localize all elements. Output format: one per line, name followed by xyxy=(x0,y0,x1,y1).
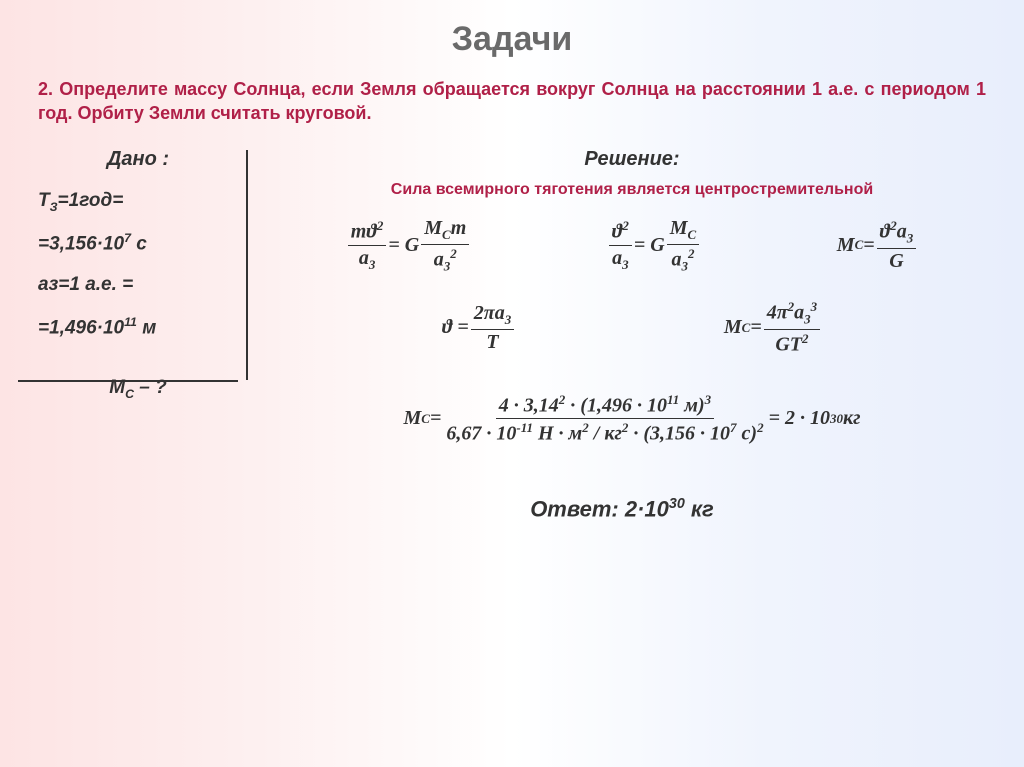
c-resr: кг xyxy=(843,407,861,430)
e4-num: 2πa xyxy=(474,302,505,324)
e1-num: mϑ xyxy=(351,221,377,243)
t-sec: =3,156·10 xyxy=(38,234,124,255)
a-m-unit: м xyxy=(137,317,156,338)
e3-lhss: C xyxy=(855,237,864,253)
e3-num: ϑ xyxy=(880,221,891,243)
c-dr2: с) xyxy=(737,423,758,445)
c-dm: Н · м xyxy=(533,423,582,445)
t-val: =1год= xyxy=(58,190,124,211)
e5-densup: 2 xyxy=(802,331,809,346)
e1-eq: = G xyxy=(388,234,419,257)
eq-2: ϑ2a3 = G MCa32 xyxy=(607,217,701,275)
e1-den: a xyxy=(359,247,369,269)
e4-nums: 3 xyxy=(505,312,512,327)
equation-row-2: ϑ = 2πa3T MC = 4π2a33GT2 xyxy=(278,299,986,356)
e1-n2s: C xyxy=(442,227,451,242)
problem-statement: 2. Определите массу Солнца, если Земля о… xyxy=(0,77,1024,148)
eq-5: MC = 4π2a33GT2 xyxy=(724,299,822,356)
t-sec-unit: с xyxy=(131,234,147,255)
e2-num: ϑ xyxy=(612,221,623,243)
mc-sub: С xyxy=(125,387,134,401)
e1-n2r: m xyxy=(451,217,467,239)
e2-d2p: 2 xyxy=(688,246,695,261)
c-den: 6,67 · 10 xyxy=(446,423,516,445)
calculation: MC = 4 · 3,14 2 · (1,496 · 1011 м)3 6,67 … xyxy=(278,392,986,446)
e5-eq: = xyxy=(750,316,761,339)
e3-eq: = xyxy=(863,234,874,257)
eq-4: ϑ = 2πa3T xyxy=(442,302,516,354)
e3-nrs: 3 xyxy=(907,231,914,246)
e1-n2: M xyxy=(424,217,442,239)
solution-label: Решение: xyxy=(278,148,986,171)
e5-lhss: C xyxy=(742,320,751,336)
t-symbol: T xyxy=(38,190,50,211)
e5-den: GT xyxy=(775,334,802,356)
e2-n2s: C xyxy=(688,227,697,242)
c-dm2: / кг xyxy=(589,423,622,445)
ans-sup: 30 xyxy=(669,496,685,512)
ans-rest: кг xyxy=(685,496,714,521)
e2-d2: a xyxy=(671,248,681,270)
e4-den: T xyxy=(483,330,501,354)
c-ds5: 2 xyxy=(757,420,764,435)
eq-1: mϑ2a3 = G MCma32 xyxy=(346,217,471,275)
t-sub: З xyxy=(50,199,58,213)
equation-row-1: mϑ2a3 = G MCma32 ϑ2a3 = G MCa32 MC = ϑ2a… xyxy=(278,217,986,275)
given-label: Дано : xyxy=(38,148,238,171)
e5-lhs: M xyxy=(724,316,742,339)
c-lhs: M xyxy=(404,407,422,430)
e2-n2: M xyxy=(670,217,688,239)
c-ns3: 3 xyxy=(705,392,712,407)
e2-numsup: 2 xyxy=(622,218,629,233)
t-sec-sup: 7 xyxy=(124,231,131,245)
given-column: Дано : TЗ=1год= =3,156·107 с аз=1 а.е. =… xyxy=(38,148,238,481)
e5-num: 4π xyxy=(767,302,788,324)
e5-nr: a xyxy=(794,302,804,324)
c-ds1: -11 xyxy=(516,420,533,435)
e1-numsup: 2 xyxy=(377,218,384,233)
ans-val: 2·10 xyxy=(625,496,669,521)
given-period-sec: =3,156·107 с xyxy=(38,230,238,257)
a-m: =1,496·10 xyxy=(38,317,124,338)
c-nm: · (1,496 · 10 xyxy=(565,394,667,416)
given-distance: аз=1 а.е. = xyxy=(38,273,238,298)
vertical-divider xyxy=(246,150,248,380)
eq-3: MC = ϑ2a3G xyxy=(837,218,918,273)
e5-nrp: 3 xyxy=(811,299,818,314)
ans-label: Ответ: xyxy=(530,496,625,521)
horizontal-divider xyxy=(18,380,238,382)
e3-lhs: M xyxy=(837,234,855,257)
c-ress: 30 xyxy=(830,411,843,427)
c-lhss: C xyxy=(421,411,430,427)
e2-den: a xyxy=(612,247,622,269)
c-eq: = xyxy=(430,407,441,430)
e1-densub: 3 xyxy=(369,257,376,272)
e1-d2p: 2 xyxy=(450,246,457,261)
answer: Ответ: 2·1030 кг xyxy=(0,496,1024,522)
c-nr: м) xyxy=(679,394,704,416)
given-period: TЗ=1год= xyxy=(38,189,238,215)
e3-den: G xyxy=(886,249,906,273)
given-distance-m: =1,496·1011 м xyxy=(38,314,238,341)
c-ns2: 11 xyxy=(667,392,679,407)
e2-eq: = G xyxy=(634,234,665,257)
a-m-sup: 11 xyxy=(124,315,137,329)
e4-lhs: ϑ = xyxy=(442,316,469,339)
c-num: 4 · 3,14 xyxy=(499,394,559,416)
e2-densub: 3 xyxy=(622,257,629,272)
content-area: Дано : TЗ=1год= =3,156·107 с аз=1 а.е. =… xyxy=(0,148,1024,481)
c-res: = 2 · 10 xyxy=(769,407,830,430)
page-title: Задачи xyxy=(0,0,1024,77)
solution-note: Сила всемирного тяготения является центр… xyxy=(278,181,986,199)
e1-d2: a xyxy=(434,248,444,270)
e3-nr: a xyxy=(897,221,907,243)
c-dr: · (3,156 · 10 xyxy=(628,423,730,445)
solution-column: Решение: Сила всемирного тяготения являе… xyxy=(238,148,986,481)
